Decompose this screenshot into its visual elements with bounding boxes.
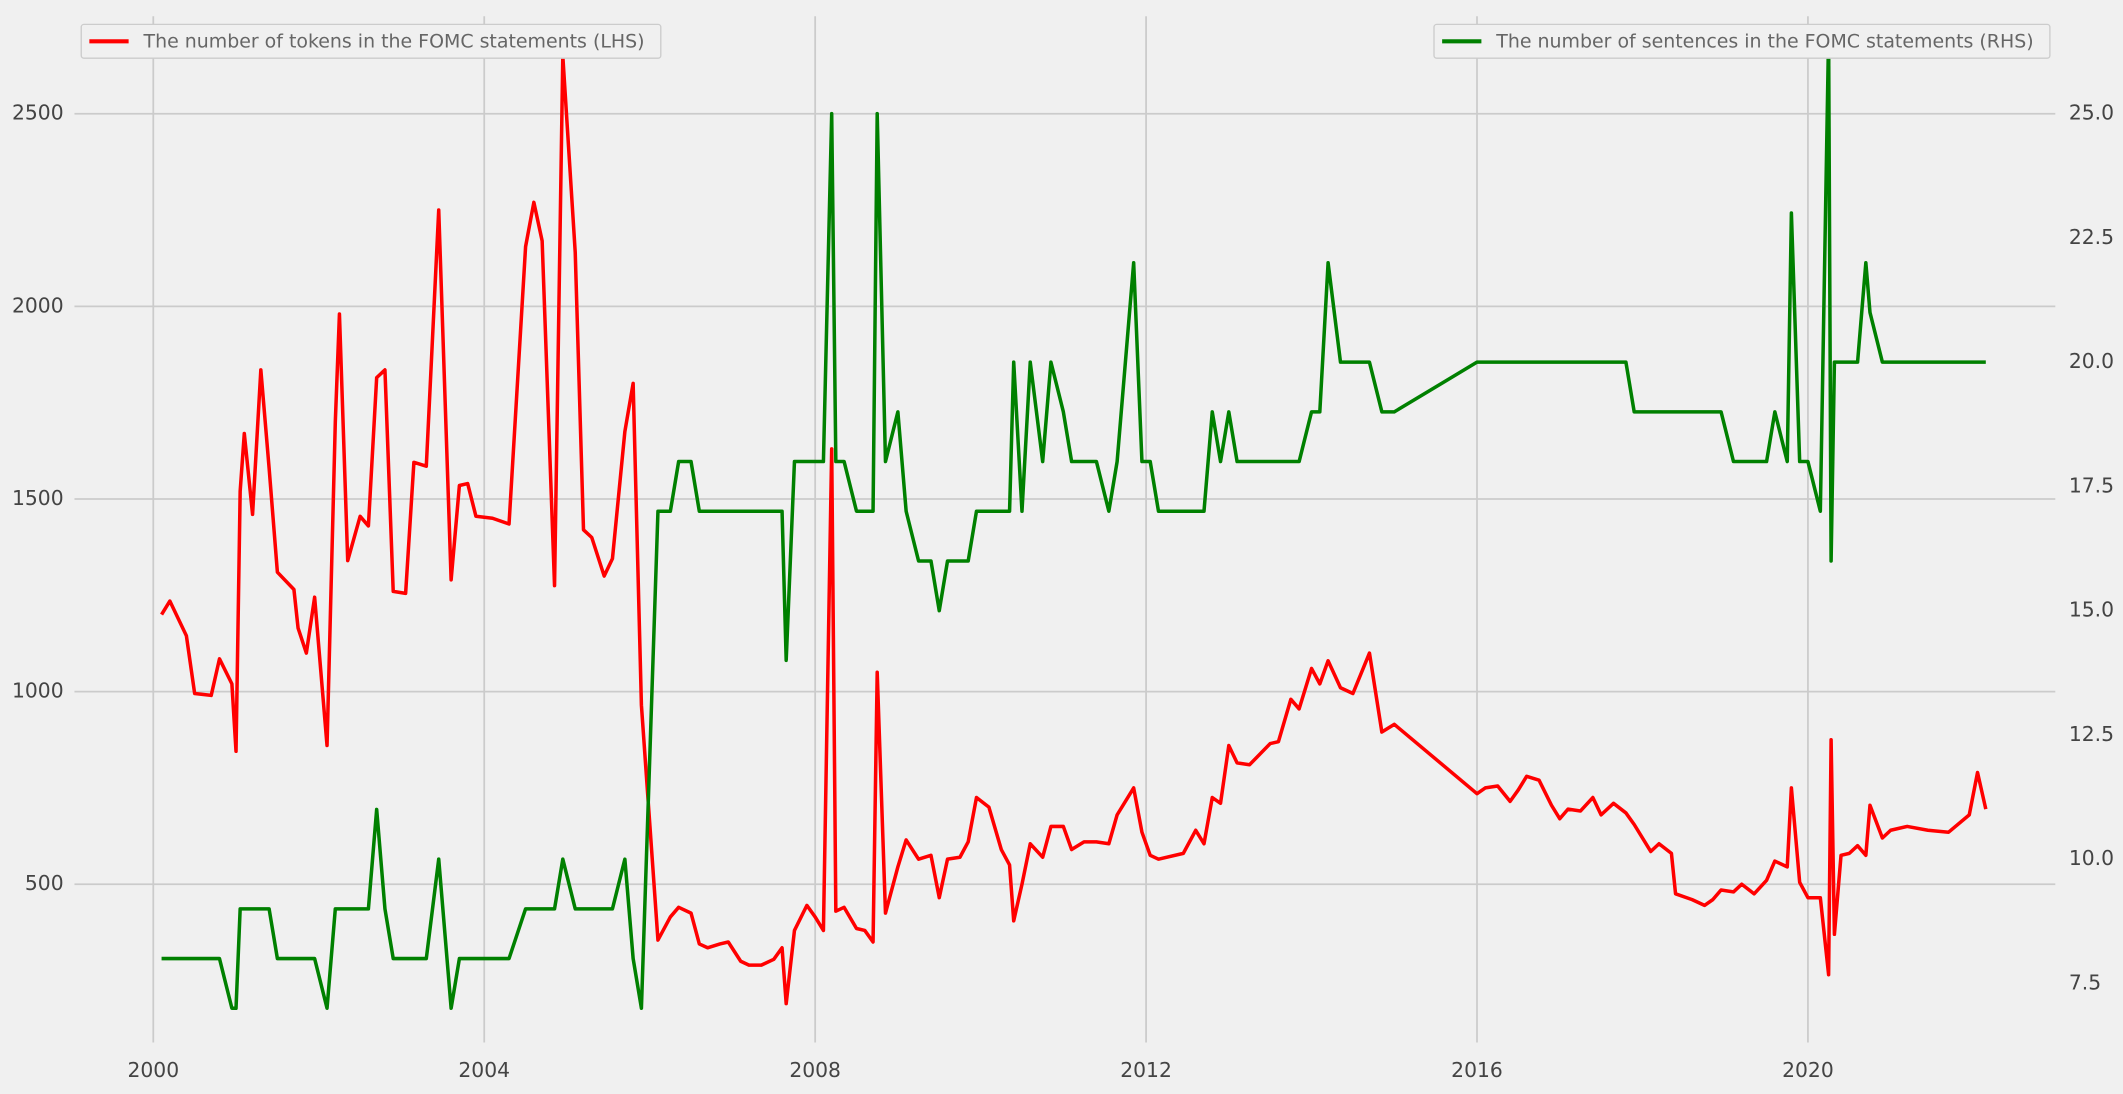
x-tick-label: 2000 [127, 1058, 179, 1082]
y-tick-label: 1000 [12, 679, 64, 703]
y2-tick-label: 7.5 [2069, 970, 2101, 994]
legend-box [1433, 23, 2051, 59]
series-line [161, 32, 1986, 1011]
legend-text: The number of tokens in the FOMC stateme… [143, 30, 645, 52]
y2-tick-label: 17.5 [2069, 473, 2114, 497]
legend: The number of tokens in the FOMC stateme… [80, 23, 662, 59]
legend: The number of sentences in the FOMC stat… [1433, 23, 2051, 59]
legend-box [80, 23, 662, 59]
series-line [160, 54, 1988, 1006]
y2-tick-label: 22.5 [2069, 225, 2114, 249]
y2-tick-label: 25.0 [2069, 101, 2114, 125]
y-tick-label: 1500 [12, 486, 64, 510]
x-tick-label: 2012 [1120, 1058, 1172, 1082]
x-tick-label: 2016 [1451, 1058, 1503, 1082]
y-tick-label: 2000 [12, 293, 64, 317]
y2-tick-label: 15.0 [2069, 598, 2114, 622]
x-tick-label: 2008 [789, 1058, 841, 1082]
legend-text: The number of sentences in the FOMC stat… [1495, 30, 2033, 52]
y-tick-label: 500 [25, 871, 64, 895]
x-tick-label: 2004 [458, 1058, 510, 1082]
x-tick-label: 2020 [1782, 1058, 1834, 1082]
y2-tick-label: 20.0 [2069, 349, 2114, 373]
y-tick-label: 2500 [12, 101, 64, 125]
y2-tick-label: 12.5 [2069, 722, 2114, 746]
y2-tick-label: 10.0 [2069, 846, 2114, 870]
